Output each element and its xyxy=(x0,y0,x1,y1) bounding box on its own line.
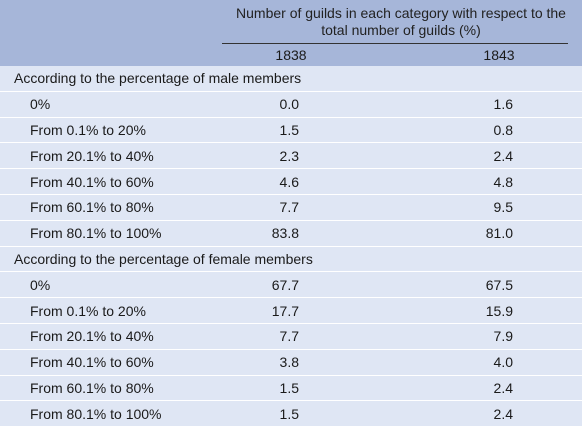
table-row: From 40.1% to 60% 4.6 4.8 xyxy=(0,169,582,195)
table-row: From 60.1% to 80% 1.5 2.4 xyxy=(0,376,582,402)
value-1838: 17.7 xyxy=(271,302,299,319)
table-body: According to the percentage of male memb… xyxy=(0,66,582,428)
row-label: From 80.1% to 100% xyxy=(30,405,162,422)
value-1838: 7.7 xyxy=(279,328,299,345)
value-1838: 2.3 xyxy=(279,147,299,164)
value-1838: 67.7 xyxy=(271,276,299,293)
row-label: From 0.1% to 20% xyxy=(30,121,146,138)
value-1838: 7.7 xyxy=(279,199,299,216)
table-row: From 0.1% to 20% 17.7 15.9 xyxy=(0,298,582,324)
value-1843: 81.0 xyxy=(485,225,513,242)
section-title: According to the percentage of male memb… xyxy=(14,70,302,87)
value-1843: 2.4 xyxy=(493,379,513,396)
row-label: 0% xyxy=(30,276,51,293)
value-1843: 67.5 xyxy=(485,276,513,293)
value-1843: 1.6 xyxy=(493,96,513,113)
value-1838: 3.8 xyxy=(279,354,299,371)
section-row-female: According to the percentage of female me… xyxy=(0,247,582,273)
row-label: 0% xyxy=(30,96,51,113)
column-header-1838: 1838 xyxy=(275,47,307,63)
row-label: From 20.1% to 40% xyxy=(30,328,154,345)
table-row: From 20.1% to 40% 7.7 7.9 xyxy=(0,324,582,350)
value-1838: 83.8 xyxy=(271,225,299,242)
row-label: From 40.1% to 60% xyxy=(30,354,154,371)
value-1843: 4.8 xyxy=(493,173,513,190)
row-label: From 0.1% to 20% xyxy=(30,302,146,319)
table-row: From 60.1% to 80% 7.7 9.5 xyxy=(0,195,582,221)
row-label: From 40.1% to 60% xyxy=(30,173,154,190)
column-header-1843: 1843 xyxy=(483,47,515,63)
header-rule xyxy=(222,43,568,44)
table-row: From 80.1% to 100% 1.5 2.4 xyxy=(0,401,582,428)
value-1843: 2.4 xyxy=(493,147,513,164)
section-row-male: According to the percentage of male memb… xyxy=(0,66,582,92)
value-1843: 0.8 xyxy=(493,121,513,138)
table-row: From 80.1% to 100% 83.8 81.0 xyxy=(0,221,582,247)
table-row: 0% 67.7 67.5 xyxy=(0,272,582,299)
value-1843: 4.0 xyxy=(493,354,513,371)
row-label: From 60.1% to 80% xyxy=(30,379,154,396)
value-1843: 9.5 xyxy=(493,199,513,216)
value-1838: 0.0 xyxy=(279,96,299,113)
value-1838: 1.5 xyxy=(279,405,299,422)
value-1843: 7.9 xyxy=(493,328,513,345)
table-row: From 0.1% to 20% 1.5 0.8 xyxy=(0,118,582,144)
value-1843: 15.9 xyxy=(485,302,513,319)
row-label: From 60.1% to 80% xyxy=(30,199,154,216)
table-row: 0% 0.0 1.6 xyxy=(0,92,582,118)
section-title: According to the percentage of female me… xyxy=(14,250,313,267)
value-1838: 1.5 xyxy=(279,379,299,396)
table-header: Number of guilds in each category with r… xyxy=(0,0,582,66)
value-1838: 1.5 xyxy=(279,121,299,138)
table-row: From 20.1% to 40% 2.3 2.4 xyxy=(0,143,582,170)
table-row: From 40.1% to 60% 3.8 4.0 xyxy=(0,350,582,376)
column-group-title: Number of guilds in each category with r… xyxy=(236,5,566,38)
value-1838: 4.6 xyxy=(279,173,299,190)
value-1843: 2.4 xyxy=(493,405,513,422)
row-label: From 80.1% to 100% xyxy=(30,225,162,242)
row-label: From 20.1% to 40% xyxy=(30,147,154,164)
